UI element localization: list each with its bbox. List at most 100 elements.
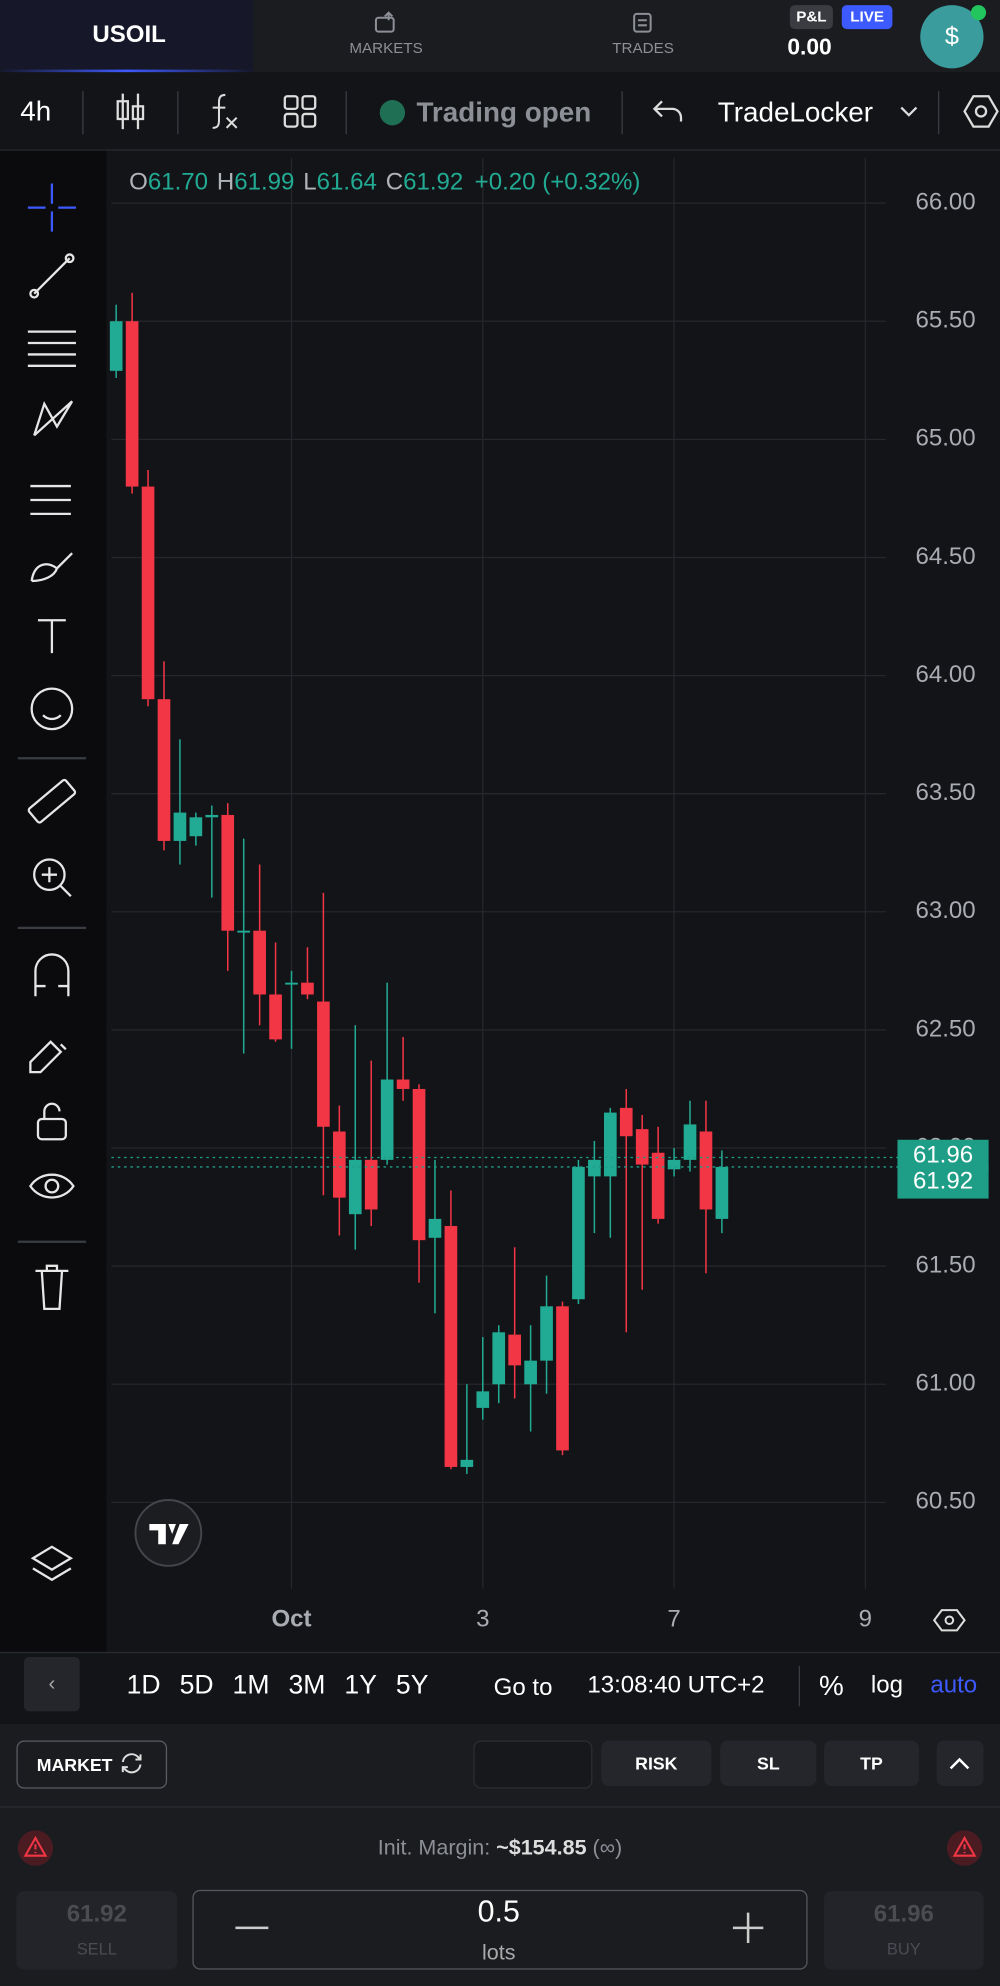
- drawing-tools: [17, 183, 87, 1582]
- lock-drawing-tool[interactable]: [29, 1040, 67, 1074]
- delete-tool[interactable]: [35, 1264, 69, 1310]
- fib-tool[interactable]: [27, 330, 76, 367]
- tp-button[interactable]: TP: [824, 1740, 919, 1787]
- trades-tab[interactable]: TRADES: [612, 39, 674, 57]
- axis-settings[interactable]: [932, 1609, 966, 1632]
- y-tick-label: 61.00: [915, 1370, 975, 1397]
- x-tick-label: 3: [476, 1606, 489, 1633]
- candle-body: [269, 994, 282, 1040]
- magnet-tool[interactable]: [34, 953, 70, 997]
- separator: [177, 91, 179, 135]
- tradingview-logo[interactable]: [134, 1499, 203, 1567]
- auto-toggle[interactable]: auto: [930, 1672, 978, 1699]
- y-tick-label: 65.00: [915, 425, 975, 452]
- plus-button[interactable]: [730, 1910, 765, 1945]
- y-tick-label: 64.00: [915, 661, 975, 688]
- candle-body: [157, 699, 171, 841]
- brush-tool[interactable]: [30, 552, 73, 583]
- range-button[interactable]: 3M: [288, 1670, 326, 1700]
- zoom-tool[interactable]: [33, 858, 66, 892]
- percent-toggle[interactable]: %: [818, 1669, 844, 1702]
- range-button[interactable]: 1D: [126, 1670, 161, 1700]
- expand-button[interactable]: [936, 1740, 984, 1787]
- x-tick-label: Oct: [271, 1606, 311, 1633]
- range-button[interactable]: 1Y: [344, 1670, 377, 1700]
- minus-button[interactable]: [235, 1926, 269, 1930]
- buy-price: 61.96: [873, 1901, 934, 1928]
- candle-body: [588, 1159, 601, 1177]
- y-tick-label: 66.00: [915, 188, 975, 215]
- pattern-tool[interactable]: [33, 400, 74, 437]
- separator: [82, 91, 84, 135]
- candle-body: [651, 1152, 665, 1219]
- markets-tab[interactable]: MARKETS: [349, 39, 423, 57]
- buy-button[interactable]: [824, 1891, 984, 1970]
- separator: [937, 91, 940, 135]
- lots-input[interactable]: [192, 1889, 808, 1970]
- goto-button[interactable]: Go to: [493, 1674, 553, 1702]
- pnl-badge: P&L: [789, 5, 833, 30]
- candle-body: [364, 1159, 378, 1210]
- candle-body: [603, 1112, 617, 1177]
- lots-label: lots: [481, 1940, 516, 1965]
- broker-chevron: [900, 106, 918, 117]
- lots-value: 0.5: [477, 1894, 520, 1930]
- sell-label: SELL: [76, 1939, 117, 1959]
- tab-underline: [0, 69, 254, 73]
- candle-body: [125, 321, 139, 487]
- measure-tool[interactable]: [27, 778, 77, 824]
- candle-body: [333, 1131, 346, 1198]
- broker[interactable]: TradeLocker: [717, 96, 874, 128]
- layers-button[interactable]: [30, 1545, 74, 1582]
- sell-button[interactable]: [16, 1891, 178, 1970]
- collapse-button[interactable]: ‹: [24, 1656, 80, 1712]
- pnl-value: 0.00: [787, 34, 832, 60]
- range-button[interactable]: 1M: [232, 1670, 270, 1700]
- y-tick-label: 65.50: [915, 307, 975, 334]
- y-tick-label: 60.50: [915, 1488, 975, 1515]
- live-badge: LIVE: [841, 5, 893, 30]
- crosshair-tool[interactable]: [27, 183, 76, 232]
- status-dot: [379, 99, 406, 126]
- candle-body: [189, 817, 203, 837]
- x-tick-label: 9: [859, 1606, 872, 1633]
- visibility-tool[interactable]: [29, 1173, 75, 1199]
- divider: [0, 1806, 1000, 1808]
- buy-label: BUY: [886, 1939, 921, 1959]
- projection-tool[interactable]: [30, 484, 71, 516]
- trendline-tool[interactable]: [33, 257, 71, 295]
- range-button[interactable]: 5Y: [395, 1670, 429, 1700]
- candle-body: [508, 1334, 522, 1366]
- symbol-tab[interactable]: [0, 0, 254, 73]
- layout-button[interactable]: [282, 94, 317, 129]
- candle-body: [699, 1131, 713, 1210]
- risk-button[interactable]: RISK: [601, 1740, 712, 1787]
- range-button[interactable]: 5D: [179, 1670, 214, 1700]
- chart-background: [111, 158, 1000, 1652]
- market-button[interactable]: [16, 1740, 168, 1789]
- indicators-button[interactable]: [206, 91, 244, 132]
- text-tool[interactable]: [37, 619, 66, 654]
- candle-body: [317, 1001, 330, 1127]
- candle-type-button[interactable]: [114, 91, 147, 132]
- candle-body: [492, 1332, 506, 1385]
- candle-body: [301, 982, 314, 995]
- candle-body: [348, 1159, 362, 1215]
- interval[interactable]: 4h: [20, 94, 52, 127]
- margin-suffix: (∞): [592, 1835, 623, 1860]
- lock-tool[interactable]: [36, 1117, 67, 1141]
- candle-body: [237, 930, 251, 933]
- empty-field[interactable]: [473, 1740, 593, 1789]
- tradingview-logo-mark: [149, 1524, 189, 1545]
- candle-body: [635, 1129, 649, 1165]
- range-bar: [0, 1651, 1000, 1726]
- undo-button[interactable]: [651, 96, 686, 126]
- online-dot: [970, 5, 987, 21]
- sl-button[interactable]: SL: [720, 1740, 817, 1787]
- price-tag: [897, 1165, 989, 1199]
- y-tick-label: 63.50: [915, 779, 975, 806]
- emoji-tool[interactable]: [30, 687, 74, 731]
- settings-button[interactable]: [962, 91, 1000, 132]
- log-toggle[interactable]: log: [870, 1672, 903, 1699]
